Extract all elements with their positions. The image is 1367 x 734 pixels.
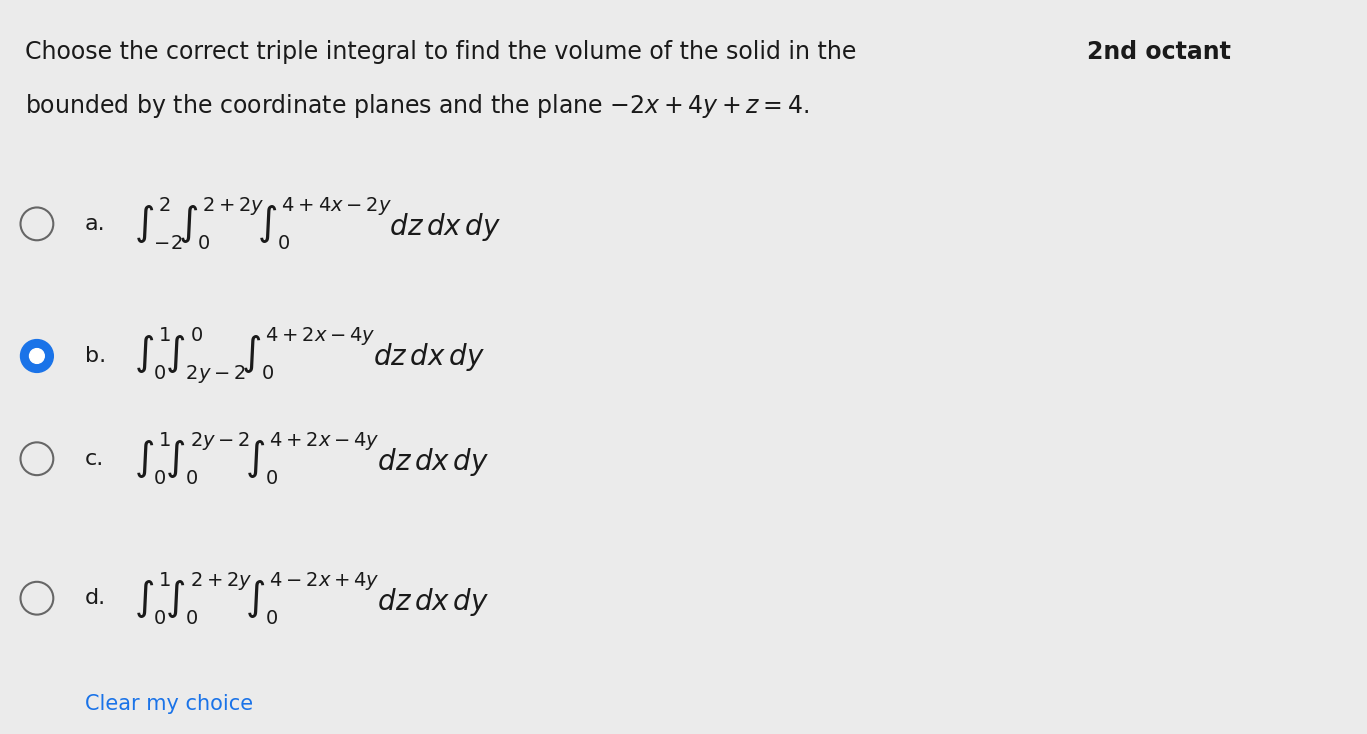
Text: $\int_{-2}^{2}\!\int_{0}^{2+2y}\!\int_{0}^{4+4x-2y} dz\,dx\,dy$: $\int_{-2}^{2}\!\int_{0}^{2+2y}\!\int_{0…: [134, 195, 502, 252]
Ellipse shape: [30, 349, 44, 363]
Text: d.: d.: [85, 588, 105, 608]
Text: bounded by the coordinate planes and the plane $-2x + 4y + z = 4$.: bounded by the coordinate planes and the…: [25, 92, 808, 120]
Text: b.: b.: [85, 346, 105, 366]
Text: Choose the correct triple integral to find the volume of the solid in the: Choose the correct triple integral to fi…: [25, 40, 864, 65]
Text: $\int_{0}^{1}\!\int_{0}^{2y-2}\!\int_{0}^{4+2x-4y} dz\,dx\,dy$: $\int_{0}^{1}\!\int_{0}^{2y-2}\!\int_{0}…: [134, 430, 489, 487]
Text: Clear my choice: Clear my choice: [85, 694, 253, 713]
Text: $\int_{0}^{1}\!\int_{2y-2}^{0}\!\int_{0}^{4+2x-4y} dz\,dx\,dy$: $\int_{0}^{1}\!\int_{2y-2}^{0}\!\int_{0}…: [134, 326, 485, 386]
Text: c.: c.: [85, 448, 104, 469]
Ellipse shape: [21, 340, 53, 372]
Text: 2nd octant: 2nd octant: [1087, 40, 1230, 65]
Text: $\int_{0}^{1}\!\int_{0}^{2+2y}\!\int_{0}^{4-2x+4y} dz\,dx\,dy$: $\int_{0}^{1}\!\int_{0}^{2+2y}\!\int_{0}…: [134, 570, 489, 627]
Text: a.: a.: [85, 214, 105, 234]
